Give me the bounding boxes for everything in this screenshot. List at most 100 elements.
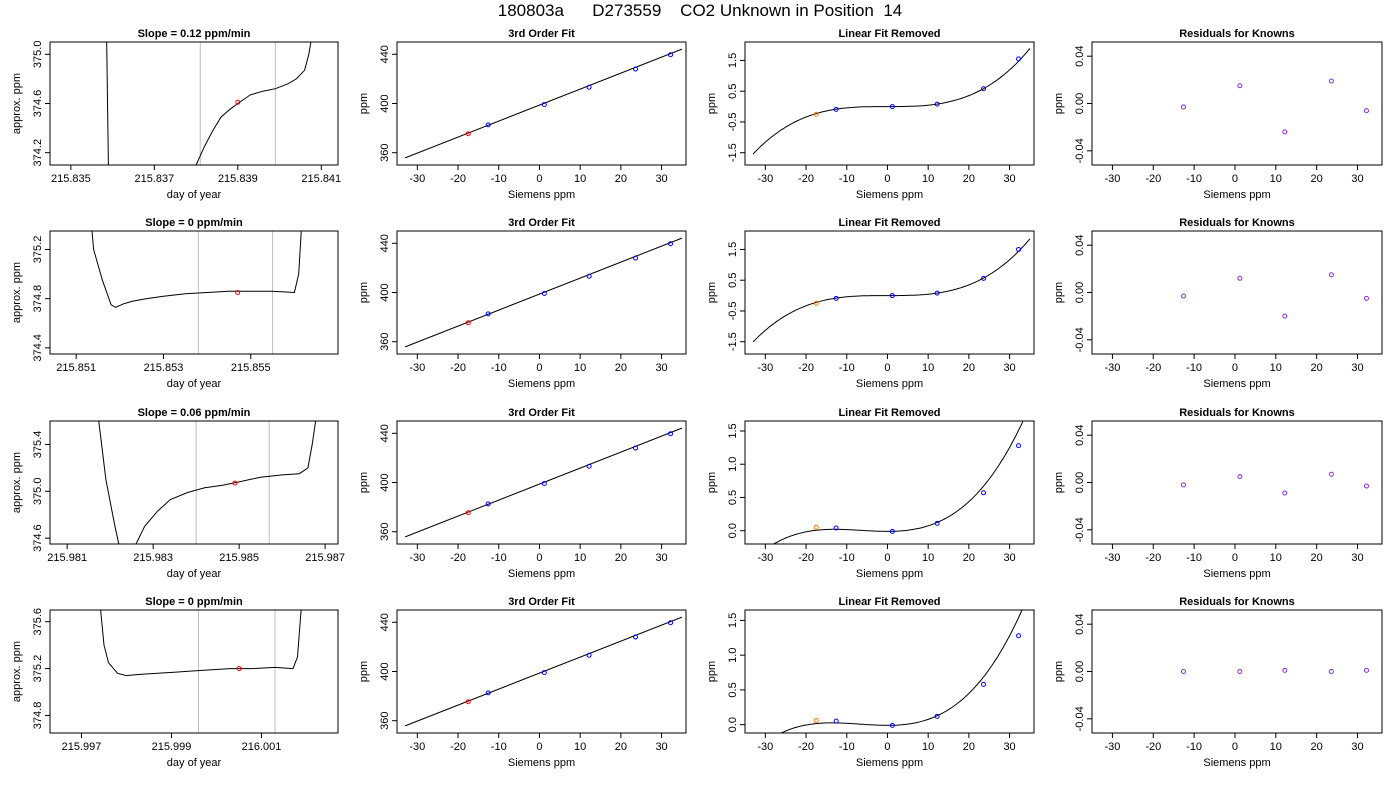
y-tick-label: 440 xyxy=(379,234,391,252)
x-tick-label: -10 xyxy=(1186,173,1202,185)
panel-title: 3rd Order Fit xyxy=(508,217,575,229)
known-point xyxy=(981,681,987,687)
plot-area xyxy=(404,48,683,159)
known-point xyxy=(889,722,895,728)
x-tick-label: 0 xyxy=(884,552,890,564)
y-tick-label: -1.5 xyxy=(727,332,739,351)
x-tick-label: -20 xyxy=(450,741,466,753)
plot-area xyxy=(1180,78,1369,135)
panel-title: 3rd Order Fit xyxy=(508,596,575,608)
plot-frame xyxy=(396,41,687,166)
x-tick-label: -10 xyxy=(839,552,855,564)
x-tick-label: -30 xyxy=(757,362,773,374)
x-tick-label: 20 xyxy=(963,173,975,185)
x-tick-label: -10 xyxy=(1186,362,1202,374)
y-axis-label: ppm xyxy=(706,282,718,303)
x-tick-label: -20 xyxy=(1145,362,1161,374)
x-tick-label: 20 xyxy=(615,741,627,753)
panel-title: Slope = 0.06 ppm/min xyxy=(138,407,251,419)
panel-r2c4: Residuals for Knowns -30 -20 -10 0 10 20 30 -0.0… xyxy=(1053,217,1383,390)
x-tick-label: -20 xyxy=(450,362,466,374)
x-tick-label: 30 xyxy=(1351,552,1363,564)
x-tick-label: 215.999 xyxy=(152,741,192,753)
panel-r1c1: Slope = 0.12 ppm/min 215.835 215.837 215.83… xyxy=(11,28,341,201)
y-axis-label: ppm xyxy=(1053,93,1065,114)
known-point xyxy=(668,52,674,58)
plot-frame xyxy=(49,609,339,734)
residual-point xyxy=(1237,275,1243,281)
plot-area xyxy=(106,42,312,165)
mean-marker xyxy=(232,480,238,486)
x-tick-label: 215.997 xyxy=(62,741,102,753)
x-tick-label: -10 xyxy=(491,741,507,753)
known-point xyxy=(889,104,895,110)
panel-title: Slope = 0 ppm/min xyxy=(145,217,243,229)
residual-point xyxy=(1328,272,1334,278)
x-tick-label: -20 xyxy=(798,552,814,564)
x-tick-label: -10 xyxy=(491,173,507,185)
known-point xyxy=(934,290,940,296)
y-tick-label: 440 xyxy=(379,45,391,63)
x-tick-label: -10 xyxy=(839,741,855,753)
known-point xyxy=(586,84,592,90)
panel-title: 3rd Order Fit xyxy=(508,407,575,419)
panel-title: Residuals for Knowns xyxy=(1179,596,1295,608)
residual-point xyxy=(1237,474,1243,480)
x-tick-label: 0 xyxy=(536,741,542,753)
x-tick-label: 10 xyxy=(922,362,934,374)
plot-area xyxy=(752,238,1031,343)
plot-area xyxy=(772,421,1024,544)
plot-area xyxy=(1180,272,1369,319)
x-tick-label: 10 xyxy=(1270,552,1282,564)
x-tick-label: 0 xyxy=(884,741,890,753)
concentration-trace xyxy=(100,610,302,677)
panel-r3c4: Residuals for Knowns -30 -20 -10 0 10 20 30 -0.0… xyxy=(1053,407,1383,580)
plot-area xyxy=(98,421,317,544)
panel-r4c3: Linear Fit Removed -30 -20 -10 0 10 20 30 0.0 0.5… xyxy=(706,596,1035,769)
plot-frame xyxy=(744,230,1035,355)
y-tick-label: -0.04 xyxy=(1074,327,1086,352)
x-tick-label: 215.855 xyxy=(231,362,271,374)
y-tick-label: 0.00 xyxy=(1074,282,1086,303)
y-tick-label: -0.5 xyxy=(727,112,739,131)
x-tick-label: 216.001 xyxy=(242,741,282,753)
panel-r3c2: 3rd Order Fit -30 -20 -10 0 10 20 30 360 400 440 Si… xyxy=(358,407,687,580)
plot-frame xyxy=(49,420,339,545)
y-tick-label: 400 xyxy=(379,94,391,112)
plot-area xyxy=(91,231,302,308)
x-tick-label: 10 xyxy=(574,173,586,185)
plot-frame xyxy=(49,230,339,355)
x-axis-label: day of year xyxy=(167,568,222,580)
panel-r4c1: Slope = 0 ppm/min 215.997 215.999 216.001 37… xyxy=(11,596,339,769)
x-tick-label: -30 xyxy=(1104,741,1120,753)
plot-frame xyxy=(396,230,687,355)
y-tick-label: -0.5 xyxy=(727,301,739,320)
y-tick-label: -1.5 xyxy=(727,143,739,162)
x-tick-label: 10 xyxy=(574,552,586,564)
y-axis-label: approx. ppm xyxy=(11,452,23,513)
x-axis-label: Siemens ppm xyxy=(856,378,923,390)
y-axis-label: approx. ppm xyxy=(11,262,23,323)
x-tick-label: 20 xyxy=(615,173,627,185)
y-axis-label: ppm xyxy=(358,282,370,303)
x-axis-label: day of year xyxy=(167,378,222,390)
plot-frame xyxy=(1091,230,1383,355)
panel-r1c4: Residuals for Knowns -30 -20 -10 0 10 20 30 -0.0… xyxy=(1053,28,1383,201)
y-tick-label: 0.5 xyxy=(727,490,739,505)
known-point xyxy=(541,101,547,107)
y-tick-label: 1.5 xyxy=(727,242,739,257)
panel-title: Linear Fit Removed xyxy=(838,407,940,419)
x-tick-label: 20 xyxy=(963,552,975,564)
x-tick-label: -30 xyxy=(757,741,773,753)
y-axis-label: approx. ppm xyxy=(11,73,23,134)
known-point xyxy=(981,275,987,281)
x-tick-label: -20 xyxy=(450,552,466,564)
x-tick-label: 10 xyxy=(1270,362,1282,374)
unknown-point xyxy=(813,300,819,306)
plot-frame xyxy=(744,420,1035,545)
x-tick-label: 30 xyxy=(1351,741,1363,753)
known-point xyxy=(1016,633,1022,639)
x-axis-label: Siemens ppm xyxy=(508,568,575,580)
x-tick-label: -30 xyxy=(1104,552,1120,564)
known-point xyxy=(541,669,547,675)
